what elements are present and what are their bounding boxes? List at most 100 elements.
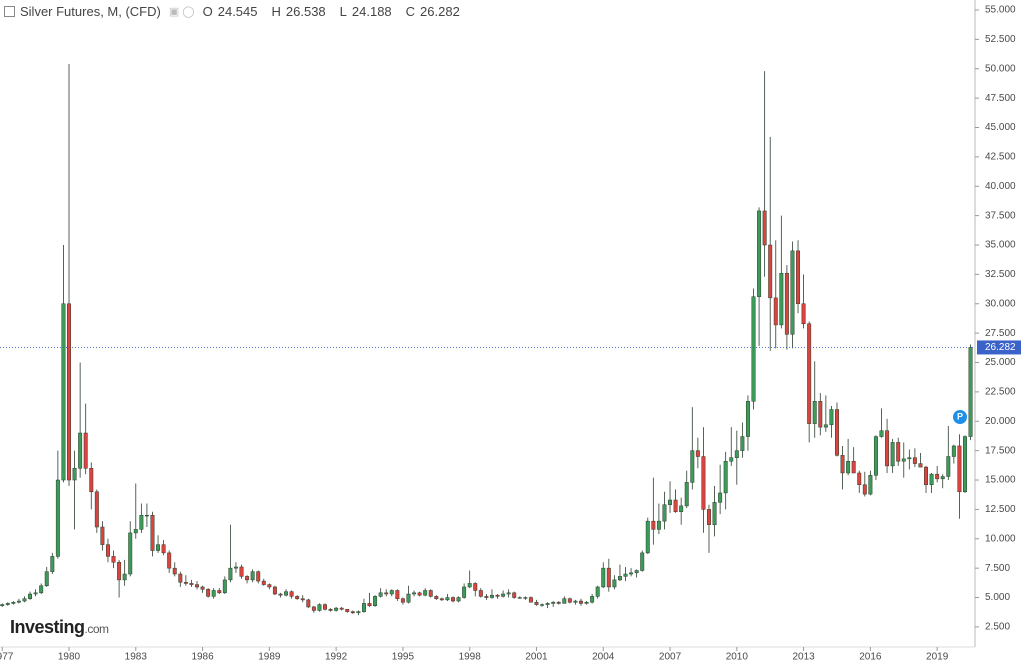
candle-body [534,601,539,605]
x-tick-label: 2013 [792,652,815,663]
candle-body [924,466,929,485]
candle-body [762,210,767,246]
candle-body [195,584,199,588]
candle-body [890,442,895,467]
low-label: L [339,4,347,19]
candle-body [796,250,801,305]
y-tick-label: 7.500 [985,563,1010,574]
candle-body [178,573,183,583]
candle-body [718,492,723,503]
candle-body [395,590,400,599]
candle-body [423,590,428,596]
candle-body [829,409,834,426]
candle-body [311,606,316,611]
candle-body [879,430,884,437]
candle-body [835,409,839,456]
y-tick-label: 10.000 [985,533,1016,544]
candle-body [957,445,962,493]
candle-body [723,460,728,494]
candle-body [523,597,528,599]
candle-body [428,590,433,597]
high-label: H [271,4,281,19]
y-tick-label: 12.500 [985,504,1016,515]
close-label: C [405,4,416,19]
settings-icons[interactable]: ▣ ◯ [168,6,195,18]
candle-body [579,600,583,604]
candle-body [245,576,250,581]
candle-body [801,303,806,324]
x-tick-label: 1977 [0,652,14,663]
candle-body [590,596,595,603]
x-tick-label: 1989 [258,652,281,663]
candle-body [22,598,27,602]
x-tick-label: 2001 [525,652,548,663]
open-label: O [202,4,213,19]
candle-body [807,323,812,424]
y-tick-label: 30.000 [985,298,1016,309]
candle-body [940,476,945,480]
candle-body [67,303,71,481]
candle-body [567,598,572,603]
candle-body [83,432,88,469]
candle-body [105,544,110,557]
candle-body [734,450,739,458]
candle-body [545,603,550,605]
candle-body [773,297,778,326]
candle-body [584,601,589,604]
candle-body [634,570,639,574]
candle-body [228,567,233,581]
candle-body [556,601,561,604]
candle-body [896,442,901,462]
y-tick-label: 45.000 [985,122,1016,133]
candle-body [128,532,133,575]
candle-body [901,458,906,462]
candle-body [139,515,144,530]
candle-body [300,598,305,601]
candle-body [350,611,355,614]
candle-body [400,598,405,603]
y-tick-label: 5.000 [985,592,1010,603]
candle-body [656,520,661,530]
candle-body [133,529,138,534]
y-tick-label: 25.000 [985,357,1016,368]
candle-body [384,592,389,595]
candle-body [250,571,255,581]
collapse-icon[interactable] [4,6,15,17]
y-tick-label: 50.000 [985,63,1016,74]
y-tick-label: 40.000 [985,181,1016,192]
last-price-box [977,340,1021,355]
candle-body [690,450,695,483]
candle-body [167,552,172,569]
candle-body [117,562,122,581]
y-tick-label: 17.500 [985,445,1016,456]
candle-body [389,590,394,595]
candle-body [873,436,878,476]
candle-body [28,593,33,599]
candle-body [317,604,322,611]
candle-body [100,526,105,545]
candle-body [963,436,967,493]
candle-body [907,457,912,460]
candle-body [495,594,500,597]
candle-body [417,592,422,596]
candle-body [11,601,16,604]
candle-body [562,598,567,604]
candle-body [606,567,611,588]
candle-body [183,582,188,584]
candle-body [406,593,411,603]
candle-body [256,571,261,582]
candle-body [144,515,149,517]
last-price-label: 26.282 [985,342,1016,353]
candle-body [50,556,55,572]
event-marker[interactable] [953,410,967,424]
candle-body [378,592,383,597]
x-tick-label: 1995 [392,652,415,663]
candle-body [712,502,717,525]
candle-body [701,456,706,510]
candle-body [55,479,60,557]
candle-body [373,596,378,607]
candle-body [935,473,940,480]
candle-body [284,591,289,596]
event-marker-label[interactable]: P [957,411,963,421]
candle-body [512,592,517,598]
